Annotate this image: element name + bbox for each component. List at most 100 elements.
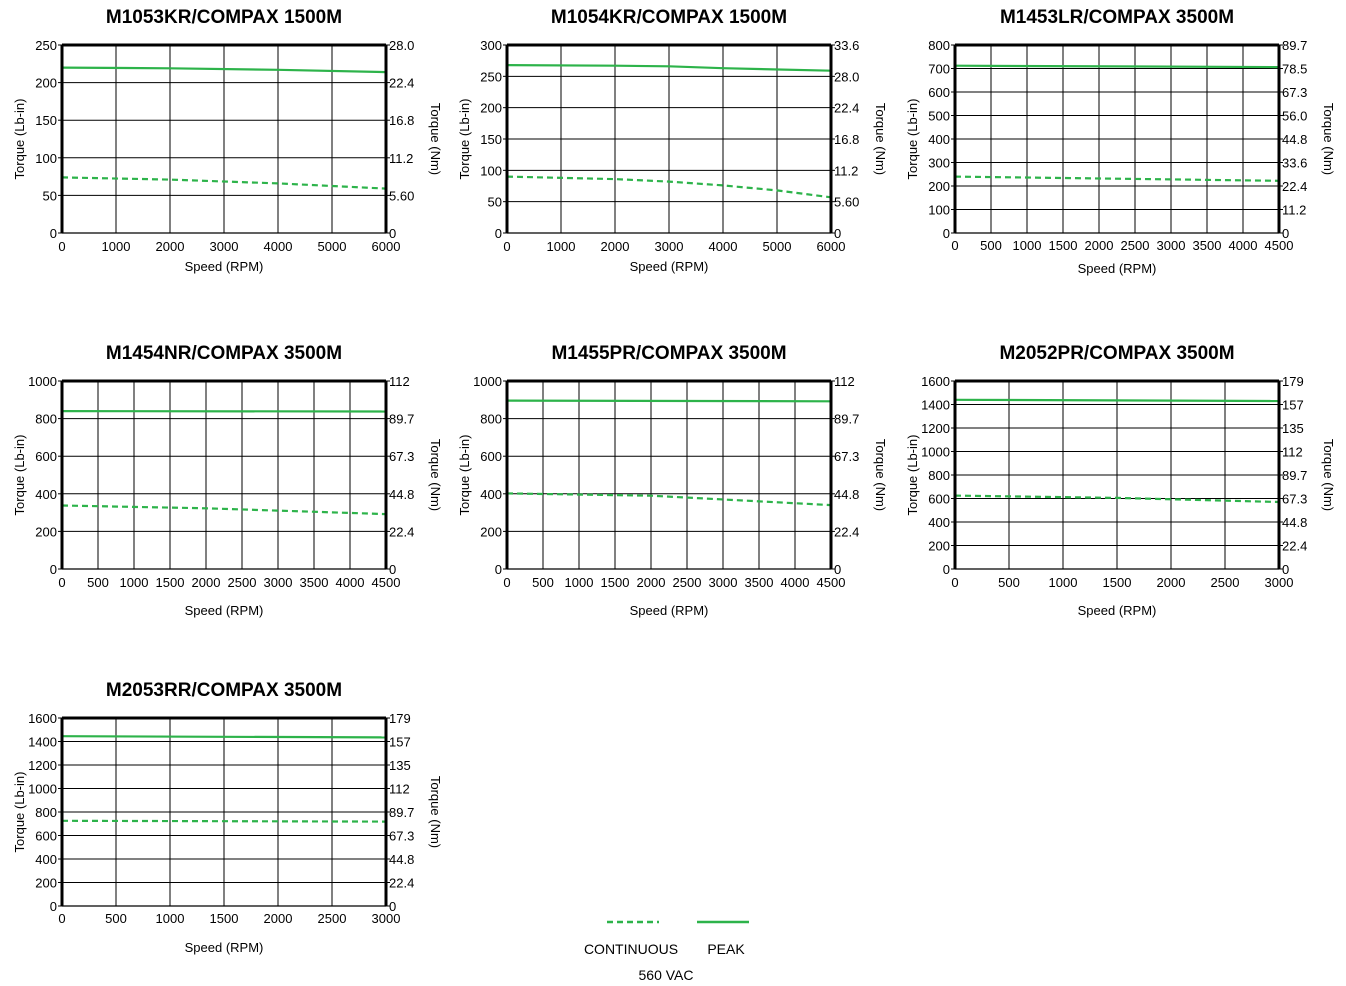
- y-tick-label: 100: [480, 163, 502, 178]
- y-tick-label: 150: [35, 113, 57, 128]
- x-tick-label: 1000: [156, 911, 185, 926]
- x-tick-label: 3000: [709, 575, 738, 590]
- y-tick-label: 1400: [28, 735, 57, 750]
- x-tick-label: 5000: [763, 239, 792, 254]
- y2-tick-label: 44.8: [389, 487, 414, 502]
- chart-title: M1053KR/COMPAX 1500M: [106, 7, 342, 28]
- y2-axis-label: Torque (Nm): [428, 103, 443, 175]
- x-tick-label: 4500: [372, 575, 401, 590]
- x-tick-label: 1500: [1103, 575, 1132, 590]
- x-tick-label: 1000: [1013, 238, 1042, 253]
- legend-continuous-label: CONTINUOUS: [584, 941, 678, 957]
- y2-tick-label: 11.2: [1282, 203, 1306, 218]
- y2-axis-label: Torque (Nm): [1321, 439, 1336, 511]
- series-peak-line: [954, 398, 1280, 403]
- x-tick-label: 4500: [1265, 238, 1294, 253]
- x-tick-label: 2000: [637, 575, 666, 590]
- series-continuous-line: [954, 175, 1280, 182]
- x-tick-label: 4000: [264, 239, 293, 254]
- y2-tick-label: 5.60: [389, 188, 414, 203]
- y2-tick-label: 0: [1282, 226, 1289, 241]
- x-tick-label: 500: [998, 575, 1020, 590]
- y2-tick-label: 67.3: [389, 449, 414, 464]
- y-tick-label: 800: [928, 38, 950, 53]
- y2-tick-label: 22.4: [834, 101, 859, 116]
- series-peak-line: [61, 66, 387, 74]
- y-axis-label: Torque (Lb-in): [457, 435, 472, 516]
- y2-tick-label: 22.4: [1282, 539, 1307, 554]
- chart-panel: M1454NR/COMPAX 3500M 0 200 400 600 800 1000 0 22…: [12, 343, 443, 618]
- y2-tick-label: 22.4: [389, 876, 414, 891]
- y-tick-label: 100: [35, 151, 57, 166]
- x-tick-label: 1000: [120, 575, 149, 590]
- x-axis-label: Speed (RPM): [630, 603, 709, 618]
- chart-title: M1054KR/COMPAX 1500M: [551, 7, 787, 28]
- y2-tick-label: 0: [834, 226, 841, 241]
- y-tick-label: 300: [480, 38, 502, 53]
- x-tick-label: 500: [105, 911, 127, 926]
- y2-tick-label: 0: [1282, 562, 1289, 577]
- x-tick-label: 4000: [709, 239, 738, 254]
- y2-tick-label: 16.8: [834, 132, 859, 147]
- y2-axis-label: Torque (Nm): [428, 439, 443, 511]
- y-tick-label: 800: [35, 412, 57, 427]
- x-tick-label: 4000: [781, 575, 810, 590]
- y-tick-label: 400: [928, 132, 950, 147]
- x-tick-label: 2500: [1121, 238, 1150, 253]
- x-tick-label: 1500: [210, 911, 239, 926]
- y-tick-label: 1600: [28, 711, 57, 726]
- y2-tick-label: 67.3: [1282, 492, 1307, 507]
- x-tick-label: 500: [980, 238, 1002, 253]
- x-axis-label: Speed (RPM): [1078, 603, 1157, 618]
- y2-tick-label: 22.4: [389, 76, 414, 91]
- x-axis-label: Speed (RPM): [185, 940, 264, 955]
- y2-tick-label: 135: [1282, 421, 1304, 436]
- x-tick-label: 2000: [192, 575, 221, 590]
- y-tick-label: 200: [35, 76, 57, 91]
- y-tick-label: 600: [35, 829, 57, 844]
- y-axis-label: Torque (Lb-in): [905, 99, 920, 180]
- y2-tick-label: 28.0: [834, 69, 859, 84]
- y-axis-label: Torque (Lb-in): [12, 99, 27, 180]
- y-axis-label: Torque (Lb-in): [905, 435, 920, 516]
- y-tick-label: 1200: [28, 758, 57, 773]
- y-tick-label: 400: [35, 487, 57, 502]
- x-tick-label: 2000: [156, 239, 185, 254]
- y-tick-label: 200: [480, 524, 502, 539]
- y2-tick-label: 28.0: [389, 38, 414, 53]
- y-tick-label: 200: [928, 179, 950, 194]
- x-tick-label: 3500: [745, 575, 774, 590]
- chart-title: M1455PR/COMPAX 3500M: [551, 343, 786, 364]
- chart-panels: M1053KR/COMPAX 1500M05010015020025005.60…: [12, 7, 1336, 955]
- y2-tick-label: 67.3: [1282, 85, 1307, 100]
- y-tick-label: 0: [50, 899, 57, 914]
- x-tick-label: 4000: [336, 575, 365, 590]
- y-tick-label: 100: [928, 203, 950, 218]
- y-tick-label: 200: [480, 101, 502, 116]
- y2-tick-label: 179: [389, 711, 411, 726]
- y-tick-label: 600: [480, 449, 502, 464]
- x-axis-label: Speed (RPM): [185, 259, 264, 274]
- y-tick-label: 0: [943, 226, 950, 241]
- y2-tick-label: 67.3: [834, 449, 859, 464]
- y2-tick-label: 78.5: [1282, 62, 1307, 77]
- x-tick-label: 2500: [318, 911, 347, 926]
- y2-tick-label: 44.8: [1282, 515, 1307, 530]
- x-tick-label: 1500: [601, 575, 630, 590]
- y-tick-label: 1400: [921, 398, 950, 413]
- y2-axis-label: Torque (Nm): [873, 103, 888, 175]
- legend-voltage-label: 560 VAC: [639, 967, 694, 983]
- x-tick-label: 0: [58, 911, 65, 926]
- x-tick-label: 1000: [1049, 575, 1078, 590]
- y-tick-label: 1000: [921, 445, 950, 460]
- x-tick-label: 3000: [1157, 238, 1186, 253]
- series-continuous-line: [61, 504, 387, 516]
- x-tick-label: 3000: [372, 911, 401, 926]
- y-tick-label: 800: [928, 468, 950, 483]
- y2-tick-label: 135: [389, 758, 411, 773]
- y-tick-label: 800: [480, 412, 502, 427]
- y2-tick-label: 44.8: [389, 852, 414, 867]
- y-tick-label: 200: [35, 876, 57, 891]
- chart-panel: M2052PR/COMPAX 3500M 0 200 400 600 800 1000 120…: [905, 343, 1336, 618]
